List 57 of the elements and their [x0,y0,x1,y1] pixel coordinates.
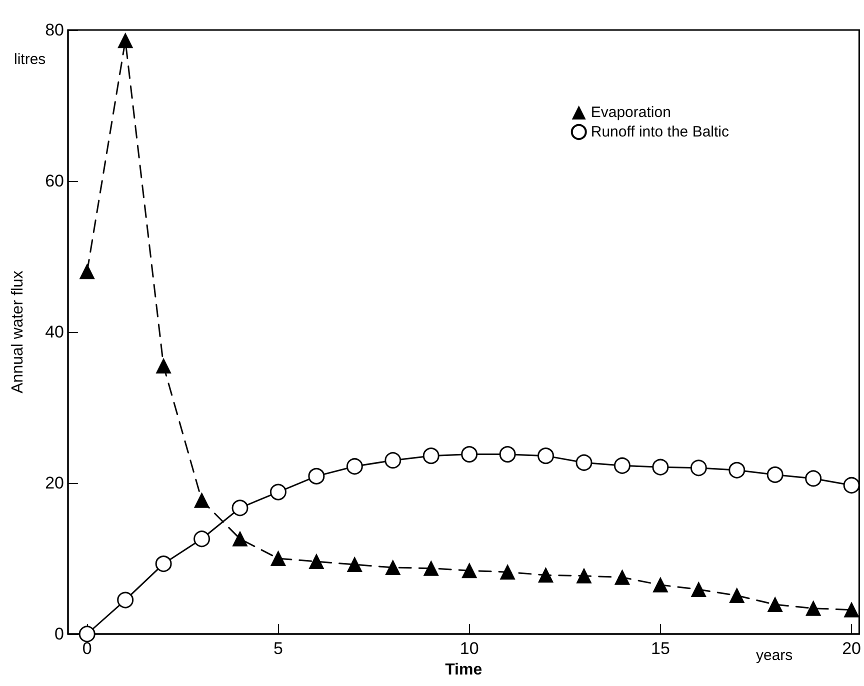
point [270,484,286,500]
point [728,462,746,478]
point [844,602,860,618]
point [843,477,860,494]
point [422,448,440,464]
point [461,446,478,463]
x-tick-label: 0 [82,639,92,658]
point [156,358,172,374]
y-tick-label: 40 [45,322,64,342]
y-tick-label: 60 [45,172,64,190]
point [652,458,669,476]
point [499,446,516,463]
point [805,470,822,487]
point [118,33,133,48]
point [232,500,248,516]
x-tick-label: 10 [460,639,479,658]
point [347,557,362,572]
point [462,563,477,578]
point [766,466,784,483]
legend-label: Runoff into the Baltic [590,124,730,140]
point [424,560,439,576]
point [194,492,210,508]
x-tick-label: 20 [842,639,862,658]
point [308,554,324,570]
point [155,556,172,572]
point [384,452,402,469]
point [614,570,630,585]
point [346,458,363,475]
point [80,264,95,280]
point [538,568,554,583]
point [576,568,592,584]
point [806,600,821,616]
y-tick-label: 20 [45,474,64,492]
legend-label: Evaporation [590,104,671,121]
x-axis-title: Time [445,662,482,678]
point [270,551,286,566]
x-tick-label: 15 [650,639,670,658]
point [768,597,783,612]
point [194,530,210,548]
point [729,588,744,603]
text: litres [14,51,46,68]
point [614,457,630,474]
point [232,531,248,546]
point [691,582,706,597]
point [117,592,134,608]
point [538,448,554,464]
x-tick-label: 5 [273,639,283,658]
point [690,460,707,476]
point [385,560,400,576]
point [500,564,516,580]
y-axis-title: Annual water flux [10,270,26,394]
text: years [756,647,793,664]
point [576,454,592,471]
point [308,468,325,484]
y-tick-label: 80 [45,20,64,40]
y-tick-label: 0 [54,624,64,644]
point [652,577,668,592]
